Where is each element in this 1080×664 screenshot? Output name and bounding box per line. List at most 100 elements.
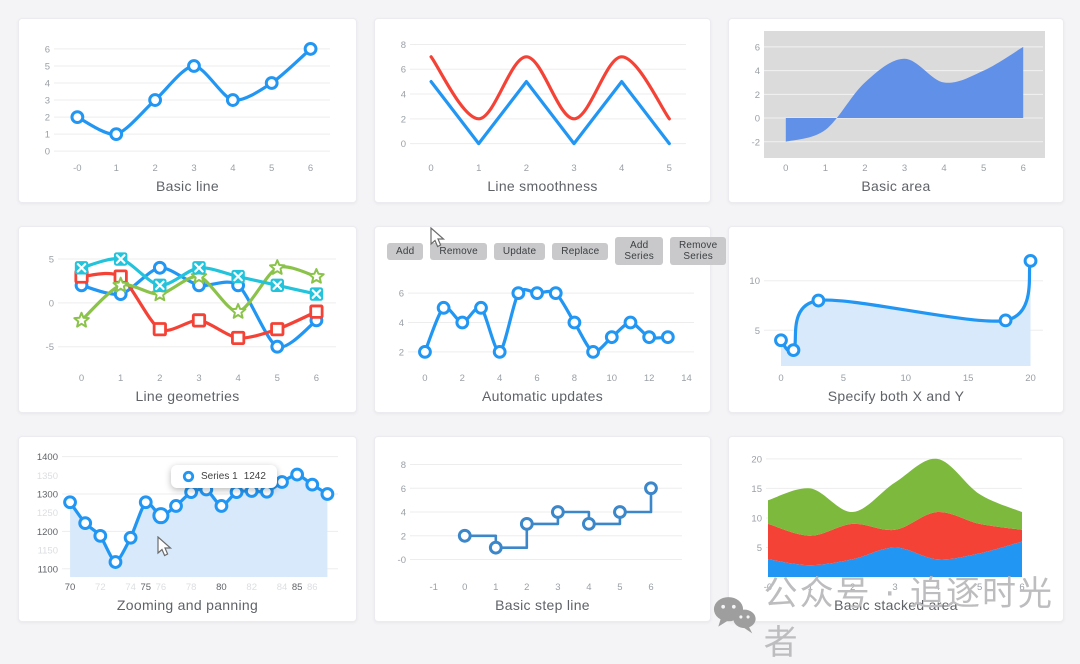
svg-text:1: 1: [823, 163, 828, 174]
svg-text:1: 1: [493, 582, 498, 593]
chart-title-line-smoothness: Line smoothness: [487, 178, 598, 194]
svg-text:6: 6: [308, 163, 313, 174]
basic-area-chart[interactable]: -2 0 2 4 6 0 1 2 3 4 5 6: [739, 27, 1053, 177]
chart-title-basic-area: Basic area: [861, 178, 931, 194]
svg-text:8: 8: [572, 373, 577, 384]
button-update[interactable]: Update: [493, 242, 546, 260]
svg-text:5: 5: [275, 373, 280, 384]
button-replace[interactable]: Replace: [552, 242, 609, 260]
svg-text:10: 10: [749, 276, 760, 287]
svg-text:1: 1: [45, 130, 50, 141]
svg-text:80: 80: [216, 582, 227, 593]
svg-text:15: 15: [751, 484, 762, 495]
button-remove[interactable]: Remove: [430, 242, 487, 260]
series-marker-icon: [182, 470, 195, 483]
svg-text:1: 1: [476, 163, 481, 174]
svg-text:2: 2: [401, 114, 406, 125]
chart-title-specify-x-y: Specify both X and Y: [827, 388, 965, 404]
card-basic-step-line: 8 6 4 2 -0 -1 0 1 2 3 4 5 6 Basic step line: [374, 436, 711, 622]
svg-text:4: 4: [230, 163, 235, 174]
svg-text:10: 10: [900, 373, 911, 384]
svg-text:2: 2: [850, 582, 855, 593]
svg-text:4: 4: [235, 373, 240, 384]
card-automatic-updates: Add Remove Update Replace Add Series Remove S…: [374, 226, 727, 413]
svg-text:5: 5: [841, 373, 846, 384]
svg-text:1200: 1200: [37, 527, 58, 538]
svg-text:1100: 1100: [38, 564, 58, 575]
svg-text:3: 3: [892, 582, 897, 593]
svg-text:4: 4: [45, 79, 50, 90]
button-add[interactable]: Add: [387, 242, 424, 260]
svg-text:1: 1: [118, 373, 123, 384]
svg-text:1350: 1350: [37, 471, 58, 482]
svg-text:10: 10: [751, 513, 762, 524]
svg-text:4: 4: [401, 90, 406, 101]
button-remove-series[interactable]: Remove Series: [669, 237, 727, 265]
svg-text:1: 1: [114, 163, 119, 174]
svg-text:2: 2: [399, 347, 404, 358]
svg-text:-2: -2: [752, 137, 760, 148]
svg-text:20: 20: [751, 454, 762, 465]
svg-text:-1: -1: [429, 582, 437, 593]
svg-text:8: 8: [401, 40, 406, 51]
svg-text:6: 6: [1021, 163, 1026, 174]
svg-text:6: 6: [755, 42, 760, 53]
svg-text:6: 6: [401, 65, 406, 76]
svg-text:2: 2: [152, 163, 157, 174]
svg-text:76: 76: [156, 582, 167, 593]
svg-text:3: 3: [191, 163, 196, 174]
svg-text:72: 72: [95, 582, 106, 593]
svg-text:4: 4: [755, 66, 760, 77]
line-geometries-chart[interactable]: -5 0 5 0 1 2 3 4 5 6: [29, 235, 346, 387]
svg-text:1250: 1250: [37, 508, 58, 519]
svg-text:1300: 1300: [37, 489, 58, 500]
basic-line-chart[interactable]: 0 1 2 3 4 5 6 -0 1 2 3 4 5 6: [29, 27, 346, 177]
svg-text:0: 0: [401, 139, 406, 150]
svg-text:-0: -0: [764, 582, 772, 593]
svg-text:3: 3: [902, 163, 907, 174]
svg-text:5: 5: [617, 582, 622, 593]
button-add-series[interactable]: Add Series: [615, 237, 663, 265]
svg-text:12: 12: [644, 373, 655, 384]
svg-text:2: 2: [401, 531, 406, 542]
svg-text:2: 2: [524, 163, 529, 174]
chart-title-automatic-updates: Automatic updates: [481, 388, 604, 404]
automatic-updates-chart[interactable]: 2 4 6 0 2 4 6 8 10 12 14: [385, 269, 700, 387]
svg-text:78: 78: [186, 582, 197, 593]
svg-text:6: 6: [45, 44, 50, 55]
svg-text:4: 4: [619, 163, 624, 174]
svg-text:6: 6: [648, 582, 653, 593]
line-smoothness-chart[interactable]: 0 2 4 6 8 0 1 2 3 4 5: [385, 27, 700, 177]
card-zooming-panning: 1400 1350 1300 1250 1200 1150 1100 70 72 74 75 76 78…: [18, 436, 357, 622]
svg-text:5: 5: [269, 163, 274, 174]
svg-text:2: 2: [862, 163, 867, 174]
series-tooltip: Series 1 1242: [171, 465, 277, 488]
svg-text:4: 4: [935, 582, 940, 593]
card-specify-x-y: 5 10 0 5 10 15 20 Specify both X and Y: [728, 226, 1064, 413]
basic-step-line-chart[interactable]: 8 6 4 2 -0 -1 0 1 2 3 4 5 6: [385, 445, 700, 596]
svg-text:14: 14: [681, 373, 692, 384]
svg-text:70: 70: [65, 582, 76, 593]
tooltip-series-value: 1242: [243, 471, 266, 482]
svg-text:6: 6: [534, 373, 539, 384]
svg-text:20: 20: [1025, 373, 1036, 384]
svg-text:82: 82: [246, 582, 257, 593]
svg-text:4: 4: [586, 582, 591, 593]
svg-text:5: 5: [977, 582, 982, 593]
chart-title-basic-line: Basic line: [156, 178, 219, 194]
svg-text:6: 6: [1019, 582, 1024, 593]
svg-text:6: 6: [401, 484, 406, 495]
svg-text:4: 4: [399, 318, 404, 329]
svg-text:3: 3: [571, 163, 576, 174]
svg-text:3: 3: [45, 96, 50, 107]
zooming-panning-chart[interactable]: 1400 1350 1300 1250 1200 1150 1100 70 72 74 75 76 78…: [29, 445, 346, 596]
svg-text:0: 0: [49, 298, 54, 309]
svg-text:4: 4: [401, 508, 406, 519]
card-basic-line: 0 1 2 3 4 5 6 -0 1 2 3 4 5 6 Basic line: [18, 18, 357, 203]
specify-x-y-chart[interactable]: 5 10 0 5 10 15 20: [739, 235, 1053, 387]
svg-text:2: 2: [157, 373, 162, 384]
svg-text:-5: -5: [46, 342, 54, 353]
svg-text:10: 10: [607, 373, 618, 384]
basic-stacked-area-chart[interactable]: 5 10 15 20 -0 1 2 3 4 5 6: [739, 445, 1053, 596]
